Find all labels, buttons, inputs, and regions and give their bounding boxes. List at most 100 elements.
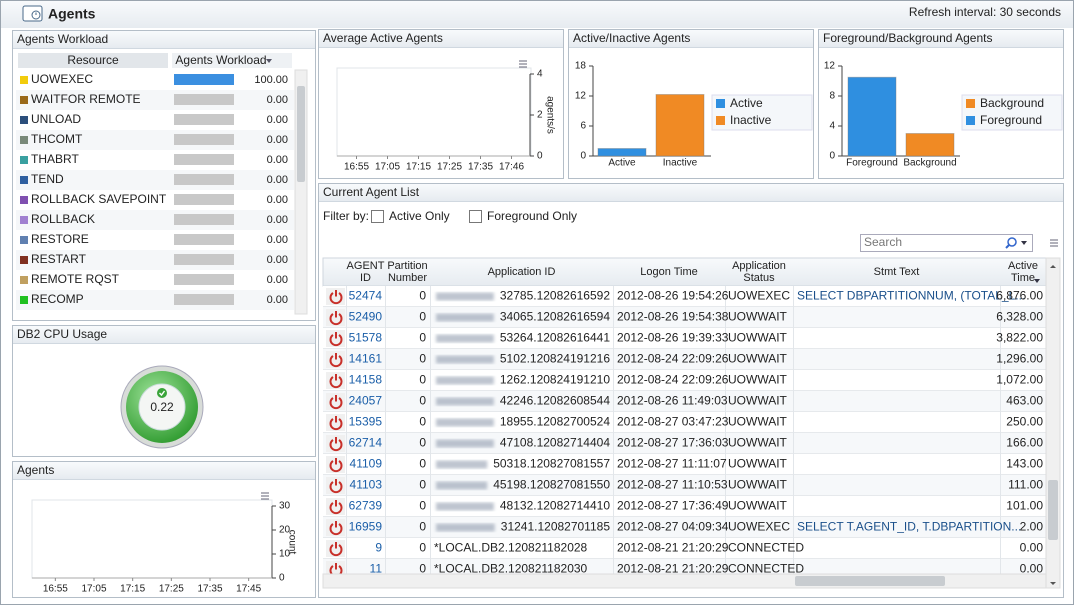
resource-color: [20, 96, 28, 104]
status: UOWEXEC: [728, 289, 790, 303]
search-icon: [1007, 237, 1017, 247]
column-header: Active Time: [1008, 260, 1038, 284]
application-id: 32785.12082616592: [500, 289, 610, 303]
agent-id[interactable]: 62739: [349, 499, 383, 513]
resource-color: [20, 296, 28, 304]
panel-header: [13, 462, 315, 479]
application-id: 53264.12082616441: [500, 331, 610, 345]
x-tick-label: 16:55: [43, 584, 68, 595]
agent-id[interactable]: 41103: [350, 478, 383, 492]
application-id: 42246.12082608544: [500, 394, 610, 408]
column-header: [172, 53, 292, 68]
search-box[interactable]: [860, 234, 1033, 252]
workload-track: [174, 234, 234, 245]
y-tick-label: 4: [829, 121, 835, 132]
column-header-label[interactable]: Logon Time: [640, 266, 698, 278]
agent-id[interactable]: 14158: [349, 373, 383, 387]
stop-icon: [329, 313, 343, 326]
workload-track: [174, 114, 234, 125]
application-id: 34065.12082616594: [500, 310, 610, 324]
stmt-text: SELECT DBPARTITIONNUM, (TOTAL_L...: [797, 289, 1025, 303]
column-header-label[interactable]: AGENT ID: [346, 260, 385, 284]
plot-area: [336, 67, 532, 157]
h-scroll-thumb[interactable]: [795, 576, 945, 586]
workload-track: [174, 274, 234, 285]
y-tick-label: 18: [575, 61, 587, 72]
partition: 0: [419, 499, 426, 513]
active-time: 250.00: [1006, 415, 1043, 429]
y-tick-label: 30: [279, 501, 291, 512]
bar: [597, 148, 647, 157]
table-row: [323, 307, 1046, 328]
column-header-label[interactable]: Partition Number: [387, 260, 428, 284]
checkbox[interactable]: [469, 210, 482, 223]
active-time: 2.00: [1020, 520, 1044, 534]
active-time: 0.00: [1020, 562, 1044, 576]
x-tick-label: 17:05: [375, 162, 400, 173]
agent-id[interactable]: 15395: [349, 415, 383, 429]
workload-value: 0.00: [267, 174, 288, 186]
table-row: [323, 412, 1046, 433]
column-header-label[interactable]: Stmt Text: [873, 266, 920, 278]
logon-time: 2012-08-27 11:11:07: [617, 457, 727, 471]
agent-id[interactable]: 62714: [349, 436, 383, 450]
workload-value: 0.00: [267, 254, 288, 266]
agent-id[interactable]: 14161: [349, 352, 383, 366]
active-time: 1,296.00: [996, 352, 1043, 366]
status: UOWWAIT: [728, 373, 788, 387]
agent-id[interactable]: 11: [370, 562, 383, 576]
column-header: Stmt Text: [873, 266, 920, 278]
resource-color: [20, 196, 28, 204]
stop-icon: [329, 292, 343, 305]
refresh-interval: Refresh interval: 30 seconds: [909, 5, 1061, 19]
workload-track: [174, 294, 234, 305]
gauge-status: [157, 388, 167, 398]
column-header-label[interactable]: Active Time: [1008, 260, 1038, 284]
agent-id[interactable]: 52490: [349, 310, 383, 324]
x-tick-label: 17:25: [437, 162, 462, 173]
column-header-label[interactable]: Application Status: [732, 260, 786, 284]
column-header-label[interactable]: Application ID: [487, 266, 556, 278]
logon-time: 2012-08-27 17:36:49: [617, 499, 729, 513]
panel-title: DB2 CPU Usage: [17, 327, 107, 341]
agent-id[interactable]: 41109: [350, 457, 383, 471]
active-time: 1,072.00: [996, 373, 1043, 387]
resource-color: [20, 276, 28, 284]
resource-name: TEND: [31, 172, 64, 186]
redacted: [436, 502, 494, 511]
stop-icon: [329, 481, 343, 494]
stop-icon: [329, 397, 343, 410]
agent-id[interactable]: 52474: [349, 289, 383, 303]
redacted: [436, 460, 488, 469]
v-scroll-thumb[interactable]: [1048, 480, 1058, 540]
panel-header: [13, 326, 315, 343]
column-header: Application ID: [487, 266, 556, 278]
workload-value: 0.00: [267, 114, 288, 126]
active-time: 463.00: [1006, 394, 1043, 408]
legend-label: Active: [730, 96, 763, 110]
status: CONNECTED: [728, 541, 804, 555]
panel-header: [319, 184, 1063, 201]
x-tick-label: 17:15: [406, 162, 431, 173]
agent-id[interactable]: 51578: [349, 331, 383, 345]
resource-color: [20, 216, 28, 224]
x-tick-label: Inactive: [663, 158, 698, 169]
active-time: 3,822.00: [996, 331, 1043, 345]
agent-id[interactable]: 24057: [349, 394, 383, 408]
stmt-text: SELECT T.AGENT_ID, T.DBPARTITION...: [797, 520, 1021, 534]
y-axis-label: agents/s: [544, 96, 555, 134]
resource-name: THABRT: [31, 152, 79, 166]
agent-id[interactable]: 9: [375, 541, 382, 555]
panel-title: Foreground/Background Agents: [823, 31, 992, 45]
active-time: 0.00: [1020, 541, 1044, 555]
stop-icon: [329, 502, 343, 515]
workload-value: 0.00: [267, 294, 288, 306]
logon-time: 2012-08-26 19:54:26: [617, 289, 729, 303]
application-id: 45198.120827081550: [493, 478, 610, 492]
legend-swatch: [716, 116, 725, 125]
agent-id[interactable]: 16959: [349, 520, 383, 534]
table-row: [323, 370, 1046, 391]
table-row: [323, 286, 1046, 307]
checkbox[interactable]: [371, 210, 384, 223]
workload-value: 0.00: [267, 194, 288, 206]
